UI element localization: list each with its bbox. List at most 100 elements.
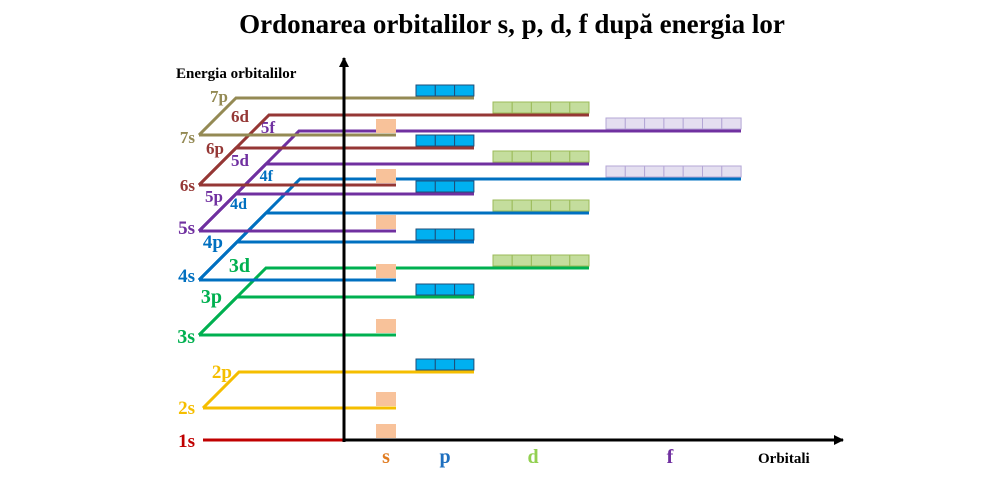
level-label-6p: 6p	[206, 139, 224, 158]
level-5f: 5f	[197, 117, 742, 233]
orbital-type-label-f: f	[667, 446, 674, 468]
orbital-box	[530, 254, 552, 267]
level-line-2p	[201, 370, 474, 410]
level-line-3d	[197, 266, 589, 337]
orbital-box	[415, 180, 436, 193]
y-axis-label: Energia orbitalilor	[176, 66, 297, 82]
orbital-box	[454, 180, 475, 193]
orbital-box	[569, 199, 590, 212]
orbital-box	[511, 199, 532, 212]
x-axis-label: Orbitali	[758, 451, 810, 467]
orbital-box	[415, 84, 436, 97]
level-label-6d: 6d	[231, 107, 250, 126]
orbital-box	[434, 84, 456, 97]
level-4s: 4s	[178, 264, 396, 287]
level-label-4s: 4s	[178, 266, 195, 287]
orbital-box	[721, 165, 742, 178]
level-label-4f: 4f	[260, 168, 274, 185]
orbital-box	[550, 199, 571, 212]
level-label-3s: 3s	[177, 326, 195, 348]
orbital-box	[644, 117, 665, 130]
orbital-box	[605, 117, 626, 130]
level-label-6s: 6s	[180, 176, 196, 195]
orbital-box	[702, 117, 723, 130]
orbital-box	[434, 228, 456, 241]
level-2s: 2s	[178, 392, 396, 419]
orbital-type-label-s: s	[382, 446, 390, 468]
level-label-4d: 4d	[230, 196, 247, 213]
level-7p: 7p	[197, 84, 475, 137]
orbital-box	[492, 199, 513, 212]
orbital-box	[569, 150, 590, 163]
orbital-box	[550, 150, 571, 163]
level-4f: 4f	[197, 165, 742, 282]
orbital-box	[454, 84, 475, 97]
orbital-box	[530, 199, 552, 212]
orbital-box	[530, 101, 552, 114]
orbital-box	[492, 254, 513, 267]
orbital-box	[376, 424, 396, 438]
level-6s: 6s	[180, 169, 396, 195]
level-label-3d: 3d	[229, 255, 250, 277]
orbital-box	[376, 392, 396, 406]
orbital-box	[415, 283, 436, 296]
level-label-2s: 2s	[178, 398, 195, 419]
level-line-6d	[197, 113, 589, 187]
orbital-box	[569, 101, 590, 114]
level-label-1s: 1s	[178, 431, 195, 452]
orbital-box	[550, 254, 571, 267]
level-5s: 5s	[178, 215, 396, 239]
orbital-box	[644, 165, 665, 178]
orbital-box	[454, 134, 475, 147]
energy-levels: 1s 2s 2p 3s 3p 3d 4s 4p 4d 4f 5s 5p 5d 5f 6s 6p 6d 7s 7p	[177, 84, 742, 452]
orbital-box	[376, 319, 396, 333]
orbital-box	[550, 101, 571, 114]
level-label-3p: 3p	[201, 286, 222, 308]
diagram-title: Ordonarea orbitalilor s, p, d, f după en…	[239, 9, 785, 39]
orbital-box	[624, 165, 646, 178]
orbital-box	[624, 117, 646, 130]
level-label-5s: 5s	[178, 218, 195, 239]
orbital-box	[702, 165, 723, 178]
orbital-box	[454, 358, 475, 371]
orbital-box	[682, 165, 704, 178]
orbital-box	[492, 150, 513, 163]
orbital-box	[530, 150, 552, 163]
orbital-box	[511, 150, 532, 163]
orbital-box	[376, 119, 396, 133]
orbital-box	[605, 165, 626, 178]
orbital-box	[415, 358, 436, 371]
orbital-type-label-p: p	[439, 446, 450, 468]
level-line-4f	[197, 177, 741, 282]
level-7s: 7s	[180, 119, 396, 147]
orbital-box	[721, 117, 742, 130]
level-label-5f: 5f	[261, 118, 276, 137]
orbital-box	[663, 117, 684, 130]
level-line-3p	[197, 295, 474, 337]
orbital-box	[434, 358, 456, 371]
level-label-7s: 7s	[180, 128, 196, 147]
orbital-box	[454, 283, 475, 296]
level-line-7p	[197, 96, 474, 137]
level-line-5f	[197, 129, 741, 233]
level-1s: 1s	[178, 424, 396, 452]
orbital-box	[376, 215, 396, 229]
orbital-box	[492, 101, 513, 114]
level-label-4p: 4p	[203, 232, 223, 253]
orbital-box	[434, 134, 456, 147]
level-label-2p: 2p	[212, 362, 232, 383]
orbital-box	[569, 254, 590, 267]
orbital-box	[434, 180, 456, 193]
level-label-5p: 5p	[205, 187, 223, 206]
level-6d: 6d	[197, 101, 590, 187]
orbital-box	[511, 254, 532, 267]
level-label-5d: 5d	[231, 151, 250, 170]
orbital-box	[376, 169, 396, 183]
orbital-box	[434, 283, 456, 296]
orbital-box	[511, 101, 532, 114]
level-3s: 3s	[177, 319, 396, 348]
orbital-box	[663, 165, 684, 178]
orbital-box	[454, 228, 475, 241]
